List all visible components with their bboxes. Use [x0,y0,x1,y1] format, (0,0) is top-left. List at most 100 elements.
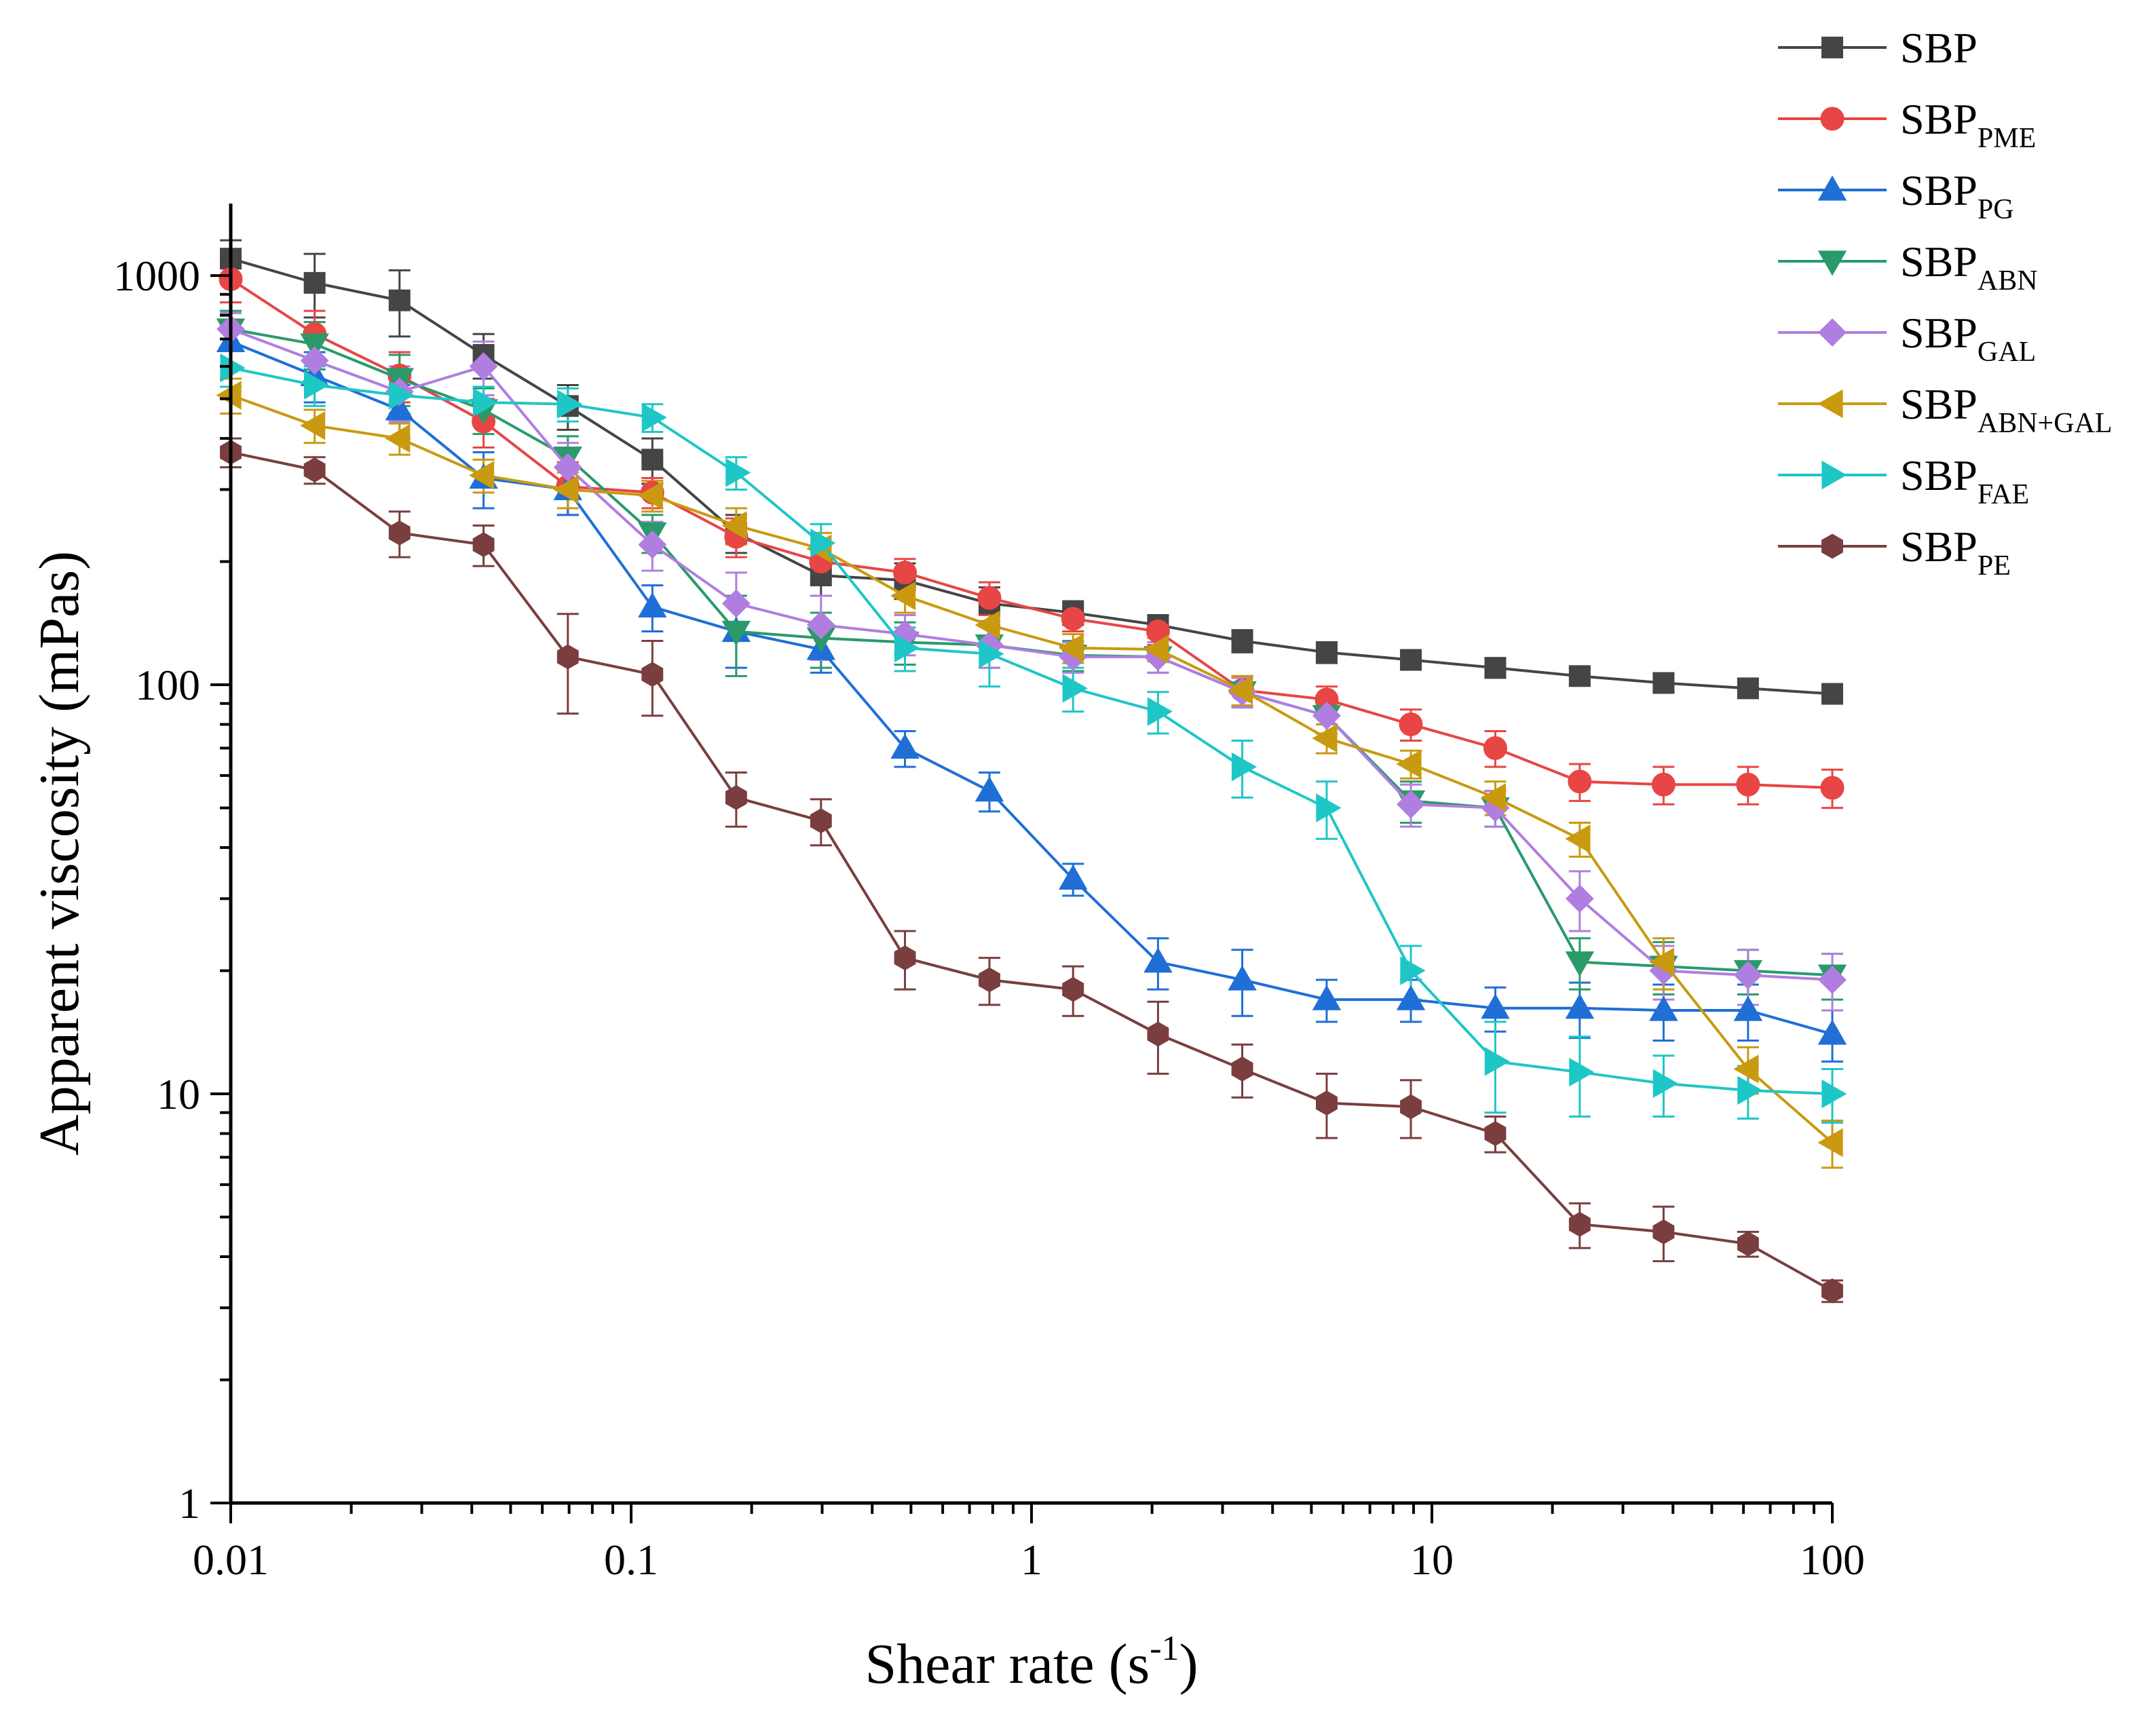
legend-marker [1817,175,1847,201]
data-point [1565,951,1595,977]
legend-item: SBPABN [1778,237,2038,297]
data-point [1565,993,1595,1019]
series-line [230,451,1833,1293]
legend-item: SBPFAE [1778,451,2029,510]
data-point [977,586,1002,610]
legend-label: SBPPG [1900,166,2014,225]
data-point [979,639,1004,668]
data-point [1400,956,1426,985]
data-point [638,592,667,617]
data-point [1736,772,1760,797]
legend-item: SBPPE [1778,522,2011,582]
data-point [1312,985,1342,1010]
legend-marker [1821,533,1843,559]
error-bars-4 [220,311,1843,1012]
y-tick-label: 1 [178,1479,200,1527]
data-point [1821,1278,1843,1304]
data-point [641,449,664,471]
legend-marker [1821,37,1843,58]
data-point [1058,633,1084,663]
data-point [1480,783,1507,812]
legend-label: SBP [1900,24,1978,72]
data-point [1399,649,1422,671]
data-point [1817,1128,1843,1158]
data-point [1143,634,1169,664]
data-point [721,589,751,618]
data-point [1733,995,1763,1021]
series-line [230,340,1833,1035]
data-point [1316,1090,1338,1116]
data-point [1062,976,1084,1002]
data-point [1820,776,1845,800]
legend-marker [1817,250,1847,276]
data-point [557,389,583,419]
y-axis-title: Apparent viscosity (mPas) [28,551,91,1156]
data-point [1400,1094,1422,1120]
error-bars-0 [220,239,1843,705]
data-point [810,808,832,834]
data-point [472,387,499,417]
data-point [303,370,330,400]
data-point [553,475,579,504]
error-bars-2 [220,318,1843,1063]
data-point [894,633,920,663]
data-point [890,733,920,759]
data-point [1484,1121,1507,1146]
data-point [894,945,916,971]
data-point [1568,665,1591,687]
x-axis-title: Shear rate (s-1) [865,1629,1198,1696]
data-point [388,289,411,311]
series-gal [216,315,1847,994]
legend-label: SBPGAL [1900,309,2036,368]
data-point [975,776,1004,802]
data-point [1397,790,1425,819]
axes-layer: 0.01 0.1 1 10 100 1 10 100 1000 Shear rate (s-1) A… [28,204,1865,1696]
legend-item: SBPABN+GAL [1778,380,2113,439]
data-point [1059,864,1088,890]
legend-label: SBPPE [1900,522,2011,582]
data-point [1568,1211,1591,1237]
data-point [1649,995,1678,1021]
data-point [1569,1057,1595,1087]
x-tick-label: 100 [1800,1536,1865,1584]
data-point [806,611,835,639]
data-point [469,461,495,490]
data-point [1565,884,1594,913]
data-point [389,381,415,410]
data-point [1396,749,1422,779]
error-bars-7 [220,437,1843,1304]
data-point [725,458,751,487]
y-tick-label: 1000 [113,252,200,300]
legend-label: SBPPME [1900,95,2036,154]
data-point [1484,1047,1510,1076]
data-point [1316,793,1342,822]
data-point [1231,630,1253,652]
data-point [1737,677,1759,700]
series-line [229,278,1833,789]
data-point [1652,1069,1678,1099]
legend-label: SBPABN+GAL [1900,380,2113,439]
data-point [385,423,411,453]
legend-marker [1818,318,1847,347]
data-point [1399,712,1423,737]
legend: SBP SBPPME SBPPG SBPABN SBPGAL SBPABN+GAL SBPF… [1778,24,2113,582]
legend-item: SBP [1778,24,1978,72]
series-layer [216,248,1847,1304]
series-abn-gal [216,381,1843,1158]
series-fae [220,353,1847,1109]
data-point [1147,1021,1169,1047]
data-point [721,620,751,647]
series-abn [216,318,1847,990]
data-point [1062,674,1088,703]
data-point [472,532,495,558]
data-point [1231,1057,1253,1082]
legend-marker [1821,460,1847,490]
series-pe [220,440,1843,1304]
data-point [641,403,667,432]
data-point [1312,723,1338,753]
data-point [388,520,411,546]
data-point [1821,683,1843,705]
data-point [641,662,664,687]
data-point [553,453,582,482]
